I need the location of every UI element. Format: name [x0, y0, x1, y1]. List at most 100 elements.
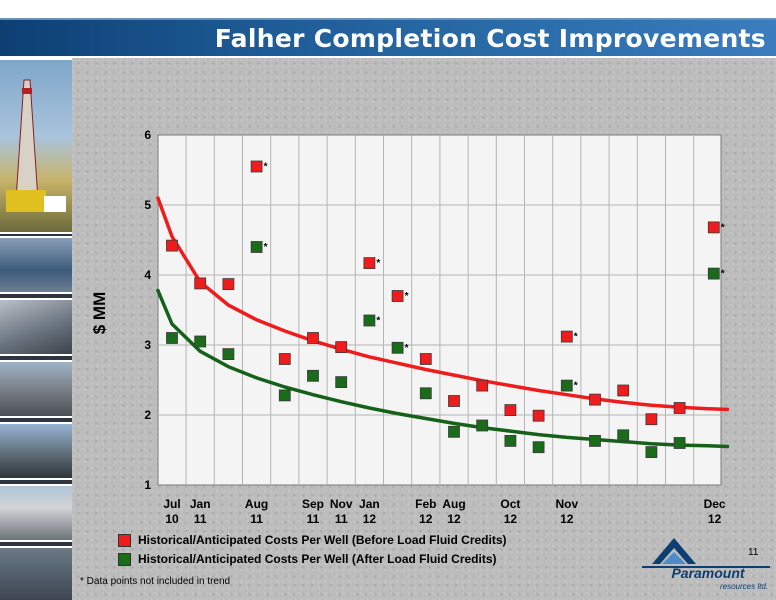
x-tick-label: Aug: [442, 497, 465, 511]
data-point-after: [448, 425, 460, 438]
x-tick-label: 12: [447, 512, 461, 526]
logo-wordmark: Paramount: [671, 565, 745, 581]
y-tick-label: 1: [144, 478, 151, 492]
data-point-after: [419, 387, 432, 400]
page-title: Falher Completion Cost Improvements: [214, 24, 766, 53]
x-tick-label: 12: [419, 512, 433, 526]
excluded-marker: *: [574, 381, 578, 392]
data-point-after: [194, 335, 207, 348]
excluded-marker: *: [376, 316, 380, 327]
data-point-after: [645, 446, 658, 459]
logo-subtitle: resources ltd.: [720, 582, 768, 591]
data-point-before: [363, 257, 376, 270]
legend-item-before: Historical/Anticipated Costs Per Well (B…: [118, 532, 507, 548]
data-point-after: [532, 441, 545, 454]
data-point-after: [707, 267, 720, 280]
x-tick-label: Nov: [330, 497, 353, 511]
data-point-before: [589, 393, 601, 406]
x-tick-label: 11: [307, 512, 320, 526]
data-point-after: [476, 419, 489, 432]
trend-line-after: [156, 288, 730, 449]
x-tick-label: 12: [504, 512, 518, 526]
data-point-after: [589, 434, 601, 447]
data-point-before: [645, 413, 658, 426]
x-tick-label: 10: [165, 512, 179, 526]
data-point-before: [419, 353, 432, 365]
data-point-before: [250, 160, 263, 173]
data-point-after: [278, 389, 291, 402]
data-point-before: [307, 332, 319, 344]
x-tick-label: Nov: [555, 497, 578, 511]
y-tick-label: 6: [144, 128, 151, 142]
photo-strip: [0, 58, 72, 600]
pipeline-rack-photo: [0, 422, 72, 480]
data-point-before: [504, 404, 517, 417]
data-point-before: [335, 341, 348, 354]
excluded-marker: *: [574, 332, 578, 343]
data-point-after: [560, 379, 573, 392]
data-point-before: [166, 239, 178, 252]
y-axis-label: $ MM: [90, 291, 109, 335]
x-tick-label: Oct: [500, 497, 520, 511]
data-point-before: [476, 379, 489, 392]
legend-item-after: Historical/Anticipated Costs Per Well (A…: [118, 551, 497, 567]
trend-line-before: [156, 196, 730, 412]
data-point-before: [391, 290, 404, 302]
legend-label-before: Historical/Anticipated Costs Per Well (B…: [138, 533, 507, 547]
excluded-marker: *: [264, 162, 268, 173]
excluded-marker: *: [264, 242, 268, 253]
x-tick-label: Aug: [245, 497, 268, 511]
x-tick-label: 11: [335, 512, 348, 526]
x-tick-label: 11: [250, 512, 263, 526]
data-point-after: [222, 348, 235, 361]
data-point-after: [617, 429, 630, 442]
data-point-before: [532, 409, 545, 422]
x-tick-label: Dec: [704, 497, 726, 511]
x-tick-label: Jan: [359, 497, 380, 511]
data-point-after: [335, 376, 348, 389]
data-point-after: [166, 332, 178, 344]
data-point-before: [278, 353, 291, 365]
legend-swatch-before: [118, 533, 131, 547]
data-point-before: [194, 277, 207, 290]
drilling-rig-icon: [6, 79, 66, 212]
y-tick-label: 5: [144, 198, 151, 212]
legend-swatch-after: [118, 552, 131, 566]
data-point-before: [673, 402, 686, 414]
x-tick-label: Sep: [302, 497, 324, 511]
paramount-logo: Paramount resources ltd.: [642, 538, 770, 591]
data-point-before: [448, 395, 460, 407]
data-point-after: [307, 369, 319, 382]
data-point-before: [707, 221, 720, 234]
processing-plant-photo: [0, 360, 72, 418]
x-tick-label: 12: [708, 512, 722, 526]
page-number: 11: [748, 547, 759, 558]
data-point-before: [617, 384, 630, 397]
excluded-marker: *: [405, 291, 409, 302]
x-tick-label: Jan: [190, 497, 211, 511]
y-tick-label: 3: [144, 338, 151, 352]
data-point-before: [560, 330, 573, 343]
x-tick-label: 11: [194, 512, 207, 526]
x-tick-label: Jul: [163, 497, 180, 511]
excluded-marker: *: [376, 258, 380, 269]
title-banner: Falher Completion Cost Improvements: [0, 18, 776, 56]
excluded-marker: *: [721, 222, 725, 233]
storage-tank-photo: [0, 484, 72, 542]
footnote: * Data points not included in trend: [80, 576, 231, 587]
excluded-marker: *: [405, 343, 409, 354]
x-tick-label: 12: [560, 512, 574, 526]
data-point-after: [250, 241, 263, 253]
data-point-before: [222, 278, 235, 291]
drilling-rig-photo: [0, 58, 72, 234]
data-point-after: [504, 434, 517, 447]
data-point-after: [673, 437, 686, 449]
data-point-after: [391, 341, 404, 354]
y-tick-label: 4: [144, 268, 151, 282]
legend-label-after: Historical/Anticipated Costs Per Well (A…: [138, 552, 497, 566]
x-tick-label: Feb: [415, 497, 436, 511]
compressor-photo: [0, 236, 72, 294]
data-point-after: [363, 314, 376, 327]
y-tick-label: 2: [144, 408, 151, 422]
